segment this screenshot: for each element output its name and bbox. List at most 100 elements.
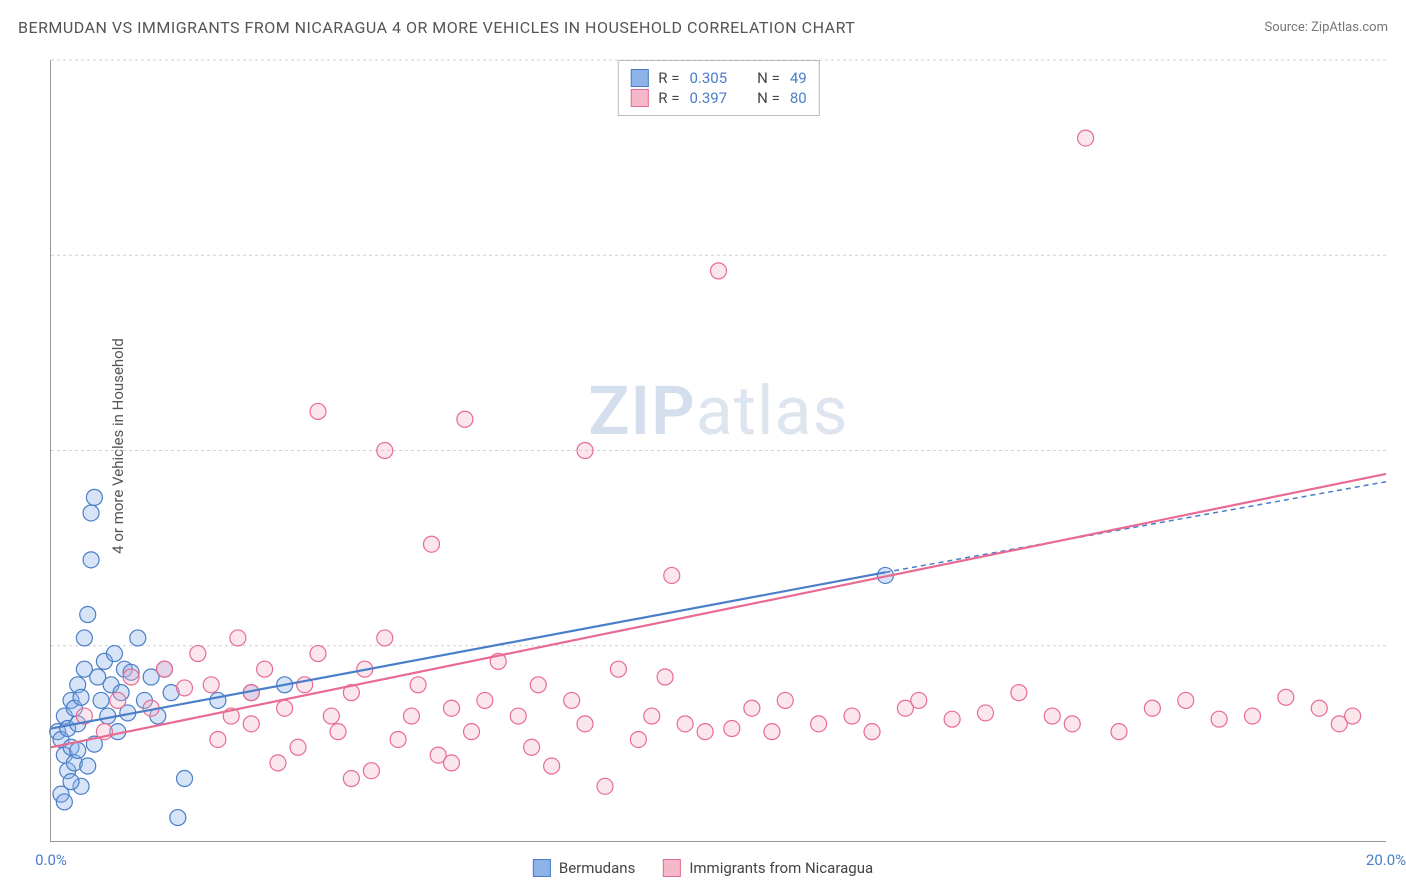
scatter-point [777,692,793,708]
scatter-point [564,692,580,708]
y-tick-label: 25.0% [1396,442,1406,460]
scatter-point [1211,711,1227,727]
r-value: 0.305 [689,69,727,87]
scatter-point [130,630,146,646]
r-label: R = [658,69,679,87]
scatter-point [844,708,860,724]
legend-row: R =0.397N =80 [630,89,806,107]
scatter-point [76,630,92,646]
trend-line [51,572,885,728]
scatter-point [310,646,326,662]
scatter-point [524,739,540,755]
source-attribution: Source: ZipAtlas.com [1264,20,1388,35]
legend-swatch [630,89,648,107]
y-tick-label: 37.5% [1396,246,1406,264]
scatter-point [123,669,139,685]
scatter-point [310,403,326,419]
scatter-point [630,731,646,747]
scatter-point [210,692,226,708]
scatter-point [510,708,526,724]
scatter-point [944,711,960,727]
scatter-point [644,708,660,724]
y-tick-label: 12.5% [1396,637,1406,655]
trend-line-extension [885,482,1386,573]
scatter-point [210,731,226,747]
scatter-point [190,646,206,662]
scatter-point [56,794,72,810]
scatter-point [610,661,626,677]
scatter-point [697,724,713,740]
scatter-point [711,263,727,279]
scatter-point [243,716,259,732]
scatter-point [1078,130,1094,146]
scatter-point [83,505,99,521]
scatter-point [230,630,246,646]
chart-container: BERMUDAN VS IMMIGRANTS FROM NICARAGUA 4 … [0,0,1406,892]
scatter-point [363,763,379,779]
scatter-point [677,716,693,732]
r-value: 0.397 [689,89,727,107]
scatter-point [80,758,96,774]
scatter-point [170,810,186,826]
plot-area: ZIPatlas R =0.305N =49R =0.397N =80 12.5… [50,60,1386,842]
scatter-point [1111,724,1127,740]
scatter-point [1011,685,1027,701]
scatter-point [1311,700,1327,716]
legend-row: R = 0.305 N = 49 [630,69,806,87]
scatter-point [73,689,89,705]
scatter-point [1345,708,1361,724]
legend-label: Immigrants from Nicaragua [689,859,873,877]
scatter-point [70,742,86,758]
scatter-point [530,677,546,693]
scatter-point [63,774,79,790]
scatter-point [657,669,673,685]
scatter-point [464,724,480,740]
n-value: 49 [790,69,807,87]
scatter-point [577,443,593,459]
scatter-point [864,724,880,740]
scatter-point [1178,692,1194,708]
scatter-point [403,708,419,724]
legend-swatch [533,859,551,877]
legend-swatch [663,859,681,877]
scatter-point [577,716,593,732]
scatter-point [1278,689,1294,705]
y-tick-label: 50.0% [1396,51,1406,69]
scatter-point [93,692,109,708]
scatter-point [410,677,426,693]
scatter-point [1144,700,1160,716]
scatter-point [106,646,122,662]
scatter-point [597,778,613,794]
scatter-point [83,552,99,568]
chart-title: BERMUDAN VS IMMIGRANTS FROM NICARAGUA 4 … [18,18,855,37]
n-label: N = [757,89,780,107]
scatter-point [477,692,493,708]
scatter-point [156,661,172,677]
x-tick-label: 0.0% [35,851,67,869]
scatter-point [290,739,306,755]
scatter-point [177,680,193,696]
scatter-point [203,677,219,693]
scatter-point [544,758,560,774]
legend-swatch [630,69,648,87]
scatter-point [423,536,439,552]
scatter-point [377,443,393,459]
scatter-point [343,771,359,787]
scatter-point [724,721,740,737]
scatter-point [1044,708,1060,724]
scatter-point [270,755,286,771]
scatter-point [1064,716,1080,732]
scatter-point [277,700,293,716]
n-value: 80 [790,89,807,107]
scatter-point [257,661,273,677]
legend-item: Immigrants from Nicaragua [663,859,873,877]
scatter-point [390,731,406,747]
scatter-point [744,700,760,716]
correlation-legend: R = 0.305 N = 49R = 0.397 N = 80 [617,60,819,116]
scatter-point [323,708,339,724]
scatter-point [86,489,102,505]
scatter-point [978,705,994,721]
n-label: N = [757,69,780,87]
scatter-point [80,607,96,623]
scatter-point [110,692,126,708]
